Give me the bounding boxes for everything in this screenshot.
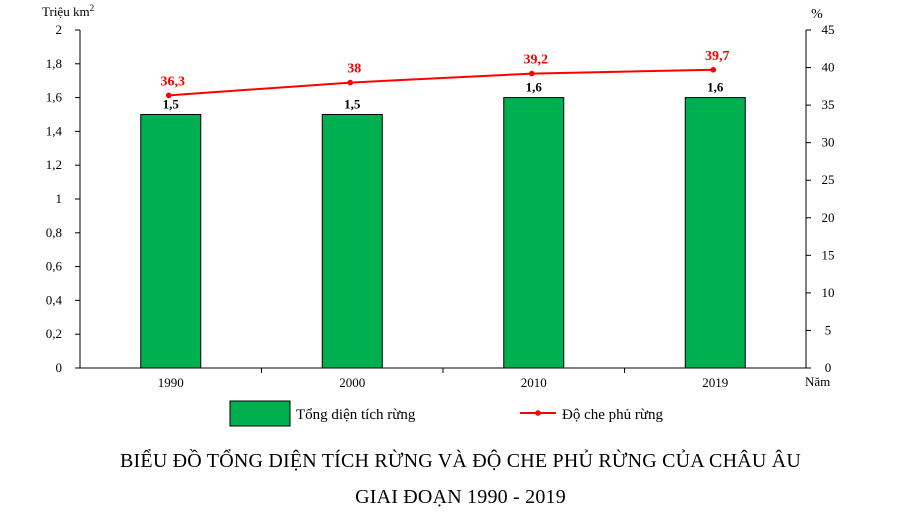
right-tick-label: 10	[822, 285, 835, 300]
chart-title-line-1: BIỂU ĐỒ TỔNG DIỆN TÍCH RỪNG VÀ ĐỘ CHE PH…	[120, 450, 801, 472]
left-tick-label: 0,6	[46, 259, 63, 274]
x-tick-label: 2010	[521, 375, 547, 390]
bar-value-label: 1,5	[163, 97, 180, 112]
legend-bar-swatch	[229, 400, 291, 427]
left-tick-label: 1	[56, 191, 63, 206]
bar-value-label: 1,6	[707, 80, 724, 95]
left-tick-label: 1,2	[46, 157, 62, 172]
left-tick-label: 1,8	[46, 56, 62, 71]
bar-value-label: 1,5	[344, 97, 361, 112]
legend-line-label: Độ che phủ rừng	[562, 407, 664, 423]
right-tick-label: 35	[822, 97, 835, 112]
right-tick-label: 5	[825, 322, 832, 337]
legend-line-marker	[535, 410, 541, 416]
right-axis-unit: %	[811, 7, 823, 22]
line-value-label: 39,7	[705, 49, 730, 64]
bar	[503, 97, 565, 369]
line-value-label: 36,3	[161, 74, 186, 89]
left-tick-label: 1,4	[46, 123, 63, 138]
left-axis-unit: Triệu km2	[42, 3, 94, 19]
line-point	[347, 79, 354, 86]
legend: Tổng diện tích rừng Độ che phủ rừng	[229, 400, 664, 427]
left-tick-label: 2	[56, 22, 63, 37]
left-tick-label: 0,8	[46, 225, 62, 240]
left-tick-label: 1,6	[46, 90, 63, 105]
x-tick-label: 2019	[702, 375, 728, 390]
legend-bar-label: Tổng diện tích rừng	[296, 407, 416, 423]
x-axis-unit: Năm	[805, 374, 830, 389]
line-path	[168, 68, 714, 97]
right-tick-label: 25	[822, 172, 835, 187]
right-tick-label: 45	[822, 22, 835, 37]
line-value-label: 38	[347, 62, 361, 77]
right-tick-label: 15	[822, 247, 835, 262]
bar	[684, 97, 746, 369]
chart-title-line-2: GIAI ĐOẠN 1990 - 2019	[355, 486, 566, 508]
bar	[321, 114, 383, 369]
left-tick-label: 0,2	[46, 326, 62, 341]
line-series	[165, 67, 717, 99]
axes: 00,20,40,60,811,21,41,61,820510152025303…	[46, 22, 835, 390]
bar-series	[140, 97, 746, 369]
line-point	[165, 92, 172, 99]
x-tick-label: 2000	[339, 375, 365, 390]
bar-value-label: 1,6	[526, 80, 543, 95]
right-tick-label: 30	[822, 135, 835, 150]
left-tick-label: 0,4	[46, 292, 63, 307]
left-tick-label: 0	[56, 360, 63, 375]
bar	[140, 114, 202, 369]
data-labels: 1,5 1,5 1,6 1,6 36,3 38 39,2 39,7	[161, 49, 730, 112]
line-point	[528, 70, 535, 77]
line-value-label: 39,2	[524, 53, 549, 68]
x-tick-label: 1990	[158, 375, 184, 390]
right-tick-label: 0	[825, 360, 832, 375]
line-point	[710, 67, 717, 73]
right-tick-label: 20	[822, 210, 835, 225]
right-tick-label: 40	[822, 60, 835, 75]
